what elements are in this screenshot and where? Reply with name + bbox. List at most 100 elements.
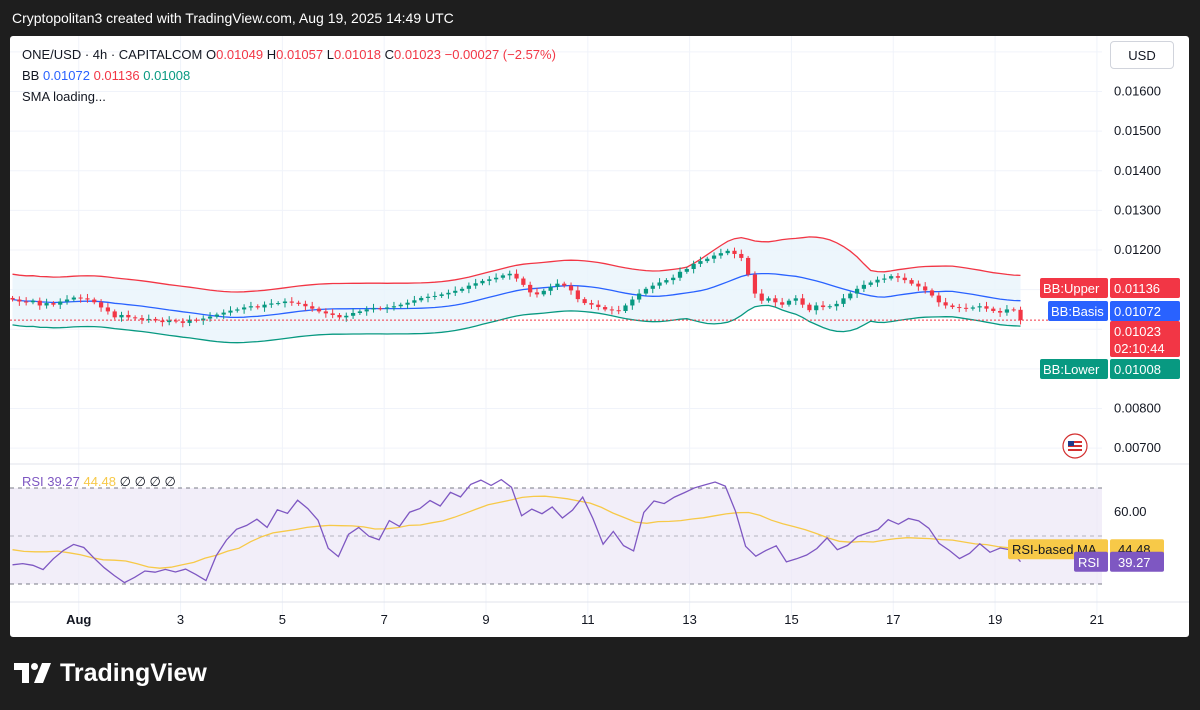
candle — [173, 320, 179, 322]
candle — [323, 311, 328, 314]
bb-indicator-label[interactable]: BB — [22, 68, 40, 83]
bb-lower-tag-value: 0.01008 — [1114, 362, 1161, 377]
candle — [92, 299, 97, 303]
candle — [412, 300, 417, 303]
candle — [466, 285, 471, 289]
candle — [568, 285, 574, 291]
bb-upper-value: 0.01136 — [93, 68, 140, 83]
candle — [746, 257, 751, 275]
candle — [841, 298, 846, 304]
candle — [562, 283, 567, 286]
candle — [310, 306, 315, 309]
candle — [637, 293, 642, 300]
candle — [398, 304, 403, 307]
candle — [10, 297, 15, 300]
candle — [814, 305, 819, 311]
candle — [71, 297, 76, 300]
bb-upper-tag-value: 0.01136 — [1114, 281, 1160, 296]
open-value: 0.01049 — [216, 47, 264, 62]
bb-lower-tag-label-box — [1040, 359, 1108, 379]
candle — [664, 280, 669, 283]
candle — [269, 303, 274, 305]
candle — [487, 279, 492, 281]
candle — [895, 276, 901, 278]
candle — [875, 279, 880, 283]
candle — [766, 298, 771, 301]
candle — [786, 300, 792, 305]
candle — [589, 303, 594, 305]
candle — [357, 311, 363, 313]
candle — [1018, 309, 1023, 321]
candle — [657, 282, 662, 286]
candle — [807, 304, 812, 311]
bb-upper-tag-label: BB:Upper — [1043, 281, 1100, 296]
y-tick-label: 0.00800 — [1114, 400, 1161, 415]
candle — [507, 273, 512, 276]
candle — [739, 253, 744, 258]
high-label: H — [266, 47, 277, 62]
close-value: 0.01023 — [393, 47, 441, 62]
candle — [936, 295, 941, 303]
x-tick-label: 9 — [482, 612, 489, 627]
bb-upper-tag-label-box — [1040, 278, 1108, 298]
candle — [337, 314, 342, 318]
bb-basis-tag-label: BB:Basis — [1051, 304, 1104, 319]
y-tick-label: 0.01600 — [1114, 84, 1161, 99]
candle — [1011, 309, 1016, 311]
candle — [37, 300, 42, 306]
candle — [534, 292, 540, 295]
tradingview-logo-icon — [14, 663, 51, 683]
candle — [929, 290, 935, 296]
candle — [521, 278, 526, 285]
candle — [17, 299, 22, 302]
candle — [214, 314, 219, 317]
candle — [868, 282, 873, 285]
x-tick-label: 21 — [1090, 612, 1104, 627]
symbol-label[interactable]: ONE/USD · 4h · CAPITALCOM — [22, 47, 203, 62]
candle — [643, 288, 649, 294]
price-chart[interactable]: 0.007000.008000.009000.010000.011000.012… — [10, 36, 1189, 637]
currency-button[interactable]: USD — [1110, 41, 1174, 69]
candle — [623, 305, 628, 312]
candle — [201, 318, 206, 321]
candle — [923, 286, 928, 291]
candle — [752, 274, 758, 294]
candle — [684, 269, 689, 272]
candle — [453, 290, 458, 293]
bb-lower-line — [12, 304, 1021, 344]
candle — [705, 258, 710, 262]
candle — [984, 306, 989, 309]
candle — [207, 316, 213, 319]
sma-indicator-label[interactable]: SMA loading... — [22, 89, 106, 104]
candle — [957, 307, 962, 309]
candle — [228, 310, 233, 313]
bb-basis-tag-value: 0.01072 — [1114, 304, 1161, 319]
candle — [602, 307, 608, 310]
y-tick-label: 0.00700 — [1114, 440, 1161, 455]
candle — [698, 261, 703, 264]
tradingview-brand[interactable]: TradingView — [14, 656, 207, 690]
bb-basis-tag-value-box — [1110, 301, 1180, 321]
candle — [235, 309, 240, 311]
close-label: C — [384, 47, 394, 62]
us-flag-icon-stripe — [1068, 449, 1082, 451]
candle — [793, 298, 798, 301]
rsi-legend: RSI 39.27 44.48 ∅ ∅ ∅ ∅ — [22, 474, 176, 490]
candle — [759, 293, 764, 301]
open-label: O — [205, 47, 217, 62]
candle — [316, 308, 322, 312]
rsi-indicator-label[interactable]: RSI — [22, 474, 44, 489]
rsi-tag-label: RSI — [1078, 555, 1100, 570]
x-tick-label: 17 — [886, 612, 900, 627]
price-legend: ONE/USD · 4h · CAPITALCOM O0.01049 H 0.01… — [22, 44, 556, 107]
last-price-tag-value: 0.01023 — [1114, 324, 1161, 339]
candle — [371, 308, 376, 310]
brand-name: TradingView — [60, 658, 207, 687]
candle — [303, 303, 308, 307]
y-tick-label: 0.01200 — [1114, 242, 1161, 257]
candle — [500, 275, 506, 278]
candle — [596, 304, 601, 308]
chart-panel[interactable]: 0.007000.008000.009000.010000.011000.012… — [10, 36, 1189, 637]
candle — [834, 303, 839, 307]
candle — [943, 302, 948, 306]
